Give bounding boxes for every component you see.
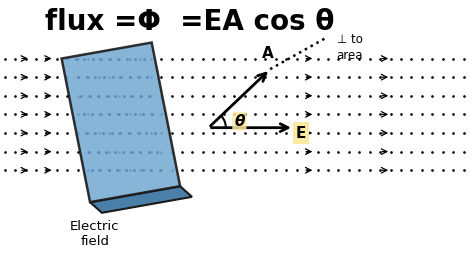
Text: ⊥ to
area: ⊥ to area [337, 33, 363, 63]
Text: E: E [296, 126, 306, 140]
Text: A: A [262, 46, 273, 61]
Text: θ: θ [234, 114, 245, 128]
Text: flux =Φ  =EA cos θ: flux =Φ =EA cos θ [45, 8, 334, 36]
Polygon shape [90, 186, 192, 213]
Text: Electric
field: Electric field [70, 220, 119, 248]
Polygon shape [62, 43, 180, 202]
